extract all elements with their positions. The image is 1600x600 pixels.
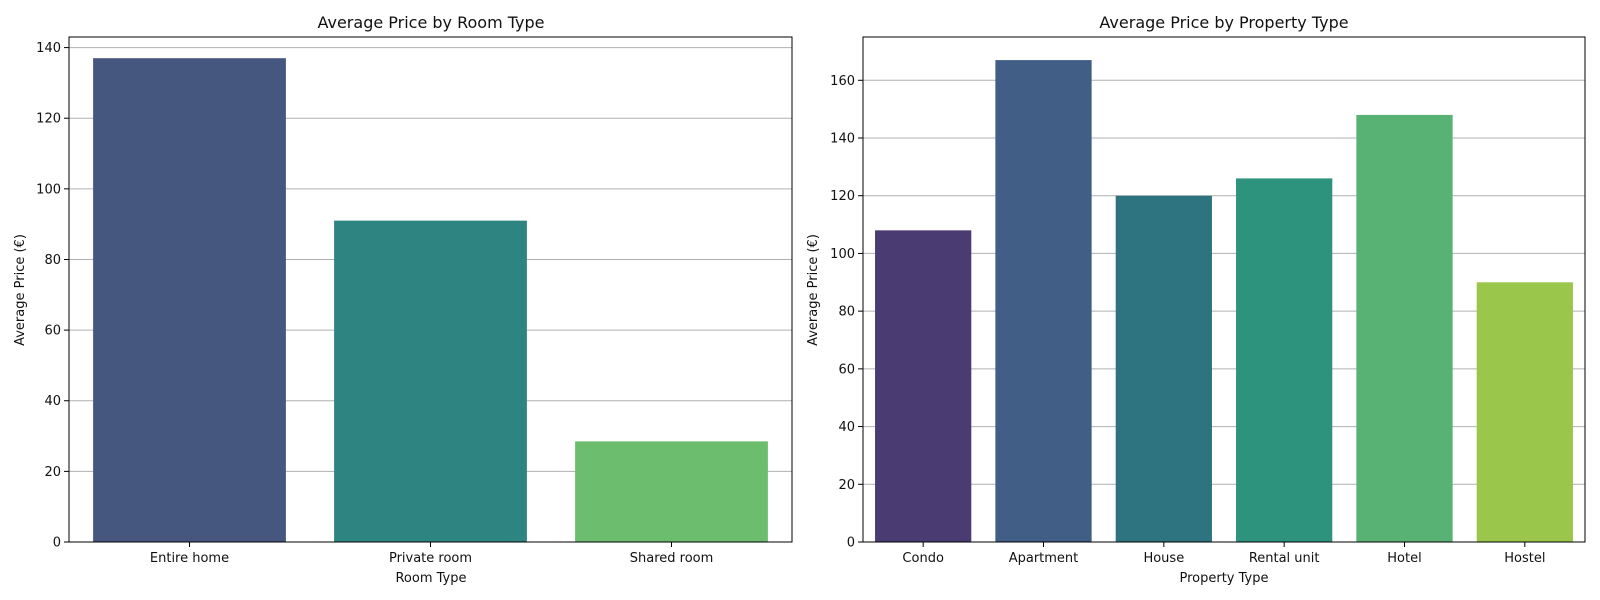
x-tick-label: Entire home bbox=[150, 551, 229, 566]
bar-shared-room bbox=[575, 441, 768, 542]
bar-apartment bbox=[995, 60, 1092, 542]
y-axis-label: Average Price (€) bbox=[13, 234, 28, 346]
x-tick-label: Condo bbox=[902, 551, 944, 566]
chart-title: Average Price by Property Type bbox=[1099, 13, 1348, 32]
x-tick-label: Apartment bbox=[1009, 551, 1079, 566]
x-tick-label: Private room bbox=[389, 551, 472, 566]
y-axis: 0 20 40 60 80 100 120 140 bbox=[36, 41, 69, 551]
y-tick-label: 140 bbox=[36, 41, 61, 56]
y-tick-label: 60 bbox=[838, 362, 855, 377]
y-tick-label: 40 bbox=[838, 420, 855, 435]
bars bbox=[93, 58, 768, 543]
x-axis-label: Property Type bbox=[1179, 571, 1268, 586]
y-tick-label: 160 bbox=[830, 74, 855, 89]
bar-condo bbox=[875, 230, 972, 543]
y-tick-label: 140 bbox=[830, 132, 855, 147]
x-tick-label: Hostel bbox=[1504, 551, 1545, 566]
x-tick-label: Hotel bbox=[1387, 551, 1421, 566]
bar-rental-unit bbox=[1236, 178, 1333, 542]
y-tick-label: 100 bbox=[830, 247, 855, 262]
x-axis-label: Room Type bbox=[395, 571, 466, 586]
y-tick-label: 20 bbox=[44, 465, 61, 480]
y-tick-label: 120 bbox=[830, 189, 855, 204]
y-axis-label: Average Price (€) bbox=[806, 234, 821, 346]
y-tick-label: 100 bbox=[36, 182, 61, 197]
property-type-chart: Average Price by Property Type Property … bbox=[806, 13, 1586, 586]
y-axis: 0 20 40 60 80 100 120 140 160 bbox=[830, 74, 863, 551]
y-tick-label: 40 bbox=[44, 394, 61, 409]
bar-hostel bbox=[1476, 282, 1573, 542]
bar-private-room bbox=[334, 220, 527, 543]
room-type-chart: Average Price by Room Type Room Type Ave… bbox=[13, 13, 793, 586]
x-tick-label: House bbox=[1143, 551, 1184, 566]
y-tick-label: 20 bbox=[838, 478, 855, 493]
y-tick-label: 80 bbox=[838, 305, 855, 320]
y-tick-label: 120 bbox=[36, 112, 61, 127]
bar-house bbox=[1115, 195, 1212, 542]
bars bbox=[875, 60, 1573, 543]
x-axis: Entire home Private room Shared room bbox=[150, 542, 713, 566]
y-tick-label: 0 bbox=[53, 536, 61, 551]
bar-hotel bbox=[1356, 114, 1453, 543]
gridlines bbox=[863, 79, 1585, 543]
plot-frame bbox=[862, 36, 1586, 543]
x-axis: Condo Apartment House Rental unit Hotel Hoste… bbox=[902, 542, 1545, 566]
bar-entire-home bbox=[93, 58, 286, 542]
y-tick-label: 80 bbox=[44, 253, 61, 268]
y-tick-label: 0 bbox=[847, 536, 855, 551]
x-tick-label: Shared room bbox=[630, 551, 714, 566]
x-tick-label: Rental unit bbox=[1249, 551, 1320, 566]
chart-title: Average Price by Room Type bbox=[317, 13, 544, 32]
y-tick-label: 60 bbox=[44, 324, 61, 339]
